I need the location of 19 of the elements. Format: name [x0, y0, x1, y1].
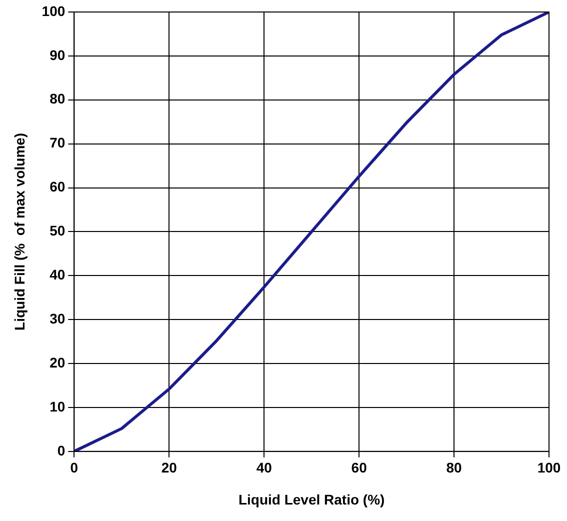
y-tick-label: 60 — [50, 178, 66, 195]
x-tick-label: 100 — [537, 460, 561, 476]
x-tick-label: 0 — [70, 460, 78, 476]
y-axis-title: Liquid Fill (% of max volume) — [11, 132, 28, 330]
y-tick-label: 30 — [50, 310, 66, 326]
y-tick-label: 90 — [50, 46, 66, 63]
y-tick-label: 70 — [50, 134, 66, 151]
y-tick-label: 80 — [50, 90, 66, 107]
y-tick-label: 20 — [50, 354, 66, 370]
y-tick-label: 10 — [50, 398, 66, 414]
y-tick-label: 100 — [42, 2, 66, 19]
x-tick-label: 80 — [446, 460, 462, 476]
y-tick-label: 50 — [50, 222, 66, 239]
x-tick-label: 20 — [161, 460, 178, 476]
x-tick-label: 40 — [256, 460, 272, 476]
x-axis-title: Liquid Level Ratio (%) — [238, 491, 385, 508]
y-tick-label: 0 — [57, 442, 66, 458]
x-tick-label: 60 — [351, 460, 368, 476]
y-tick-label: 40 — [50, 266, 66, 282]
